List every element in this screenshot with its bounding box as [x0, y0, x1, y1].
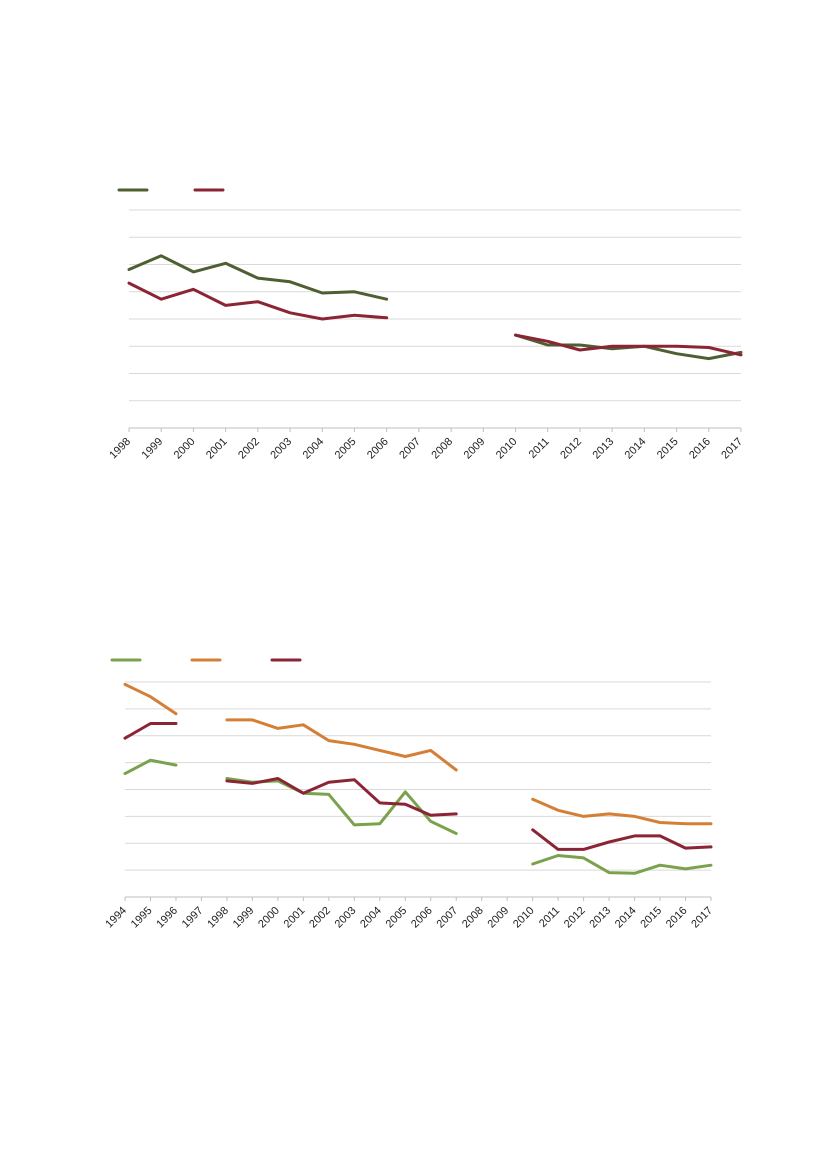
- x-tick-label: 1998: [107, 436, 133, 462]
- x-tick-label: 2009: [462, 436, 488, 462]
- x-tick-label: 2016: [687, 436, 713, 462]
- x-tick-label: 2015: [638, 905, 664, 931]
- series-line: [531, 854, 713, 875]
- x-tick-label: 1994: [103, 905, 129, 931]
- x-tick-labels: 1994 1995 1996 1997 1998 1999 2000 2001 2002 2003…: [103, 897, 715, 930]
- chart-2-svg: 1994 1995 1996 1997 1998 1999 2000 2001 2002 2003…: [103, 658, 715, 930]
- x-tick-label: 1995: [129, 905, 155, 931]
- x-tick-label: 2010: [511, 905, 537, 931]
- series-line: [127, 281, 389, 321]
- x-tick-label: 2006: [409, 905, 435, 931]
- x-tick-label: 2014: [613, 905, 639, 931]
- x-tick-label: 2015: [655, 436, 681, 462]
- x-tick-label: 1997: [180, 905, 206, 931]
- x-tick-label: 2004: [358, 905, 384, 931]
- series-2: [127, 281, 743, 357]
- x-tick-label: 2005: [333, 436, 359, 462]
- x-tick-label: 2011: [527, 436, 552, 461]
- gridlines: [125, 681, 711, 898]
- x-tick-label: 2002: [307, 905, 333, 931]
- series-2: [123, 682, 713, 826]
- x-tick-label: 2008: [429, 436, 455, 462]
- series-line: [123, 722, 178, 740]
- x-tick-label: 2012: [562, 905, 588, 931]
- series-1: [127, 254, 743, 361]
- x-tick-label: 2011: [537, 905, 562, 930]
- x-tick-label: 2007: [397, 436, 423, 462]
- x-tick-labels: 1998 1999 2000 2001 2002 2003 2004 2005 2006 2007…: [107, 428, 745, 461]
- series-line: [514, 333, 743, 357]
- x-tick-label: 2010: [494, 436, 520, 462]
- x-tick-label: 2007: [435, 905, 461, 931]
- x-tick-label: 2002: [236, 436, 262, 462]
- x-tick-label: 2006: [365, 436, 391, 462]
- x-tick-label: 2013: [587, 905, 613, 931]
- series-line: [225, 777, 458, 835]
- series-line: [123, 682, 178, 716]
- series-line: [531, 828, 713, 851]
- x-tick-label: 2003: [268, 436, 294, 462]
- x-tick-label: 1999: [231, 905, 257, 931]
- series-line: [127, 254, 389, 301]
- x-tick-label: 2000: [172, 436, 198, 462]
- x-tick-label: 2009: [485, 905, 511, 931]
- x-tick-label: 2016: [664, 905, 690, 931]
- x-tick-label: 2008: [460, 905, 486, 931]
- series-line: [225, 777, 458, 817]
- x-tick-label: 2001: [282, 905, 308, 931]
- x-tick-label: 2013: [590, 436, 616, 462]
- chart-1: 1998 1999 2000 2001 2002 2003 2004 2005 2006 2007…: [0, 170, 827, 470]
- x-tick-label: 2000: [256, 905, 282, 931]
- series-line: [225, 718, 458, 772]
- series-3: [123, 722, 713, 851]
- x-tick-label: 2005: [384, 905, 410, 931]
- x-tick-label: 1999: [140, 436, 166, 462]
- x-tick-label: 2012: [558, 436, 584, 462]
- gridlines: [129, 209, 741, 429]
- x-tick-label: 2003: [333, 905, 359, 931]
- chart-2: 1994 1995 1996 1997 1998 1999 2000 2001 2002 2003…: [0, 640, 827, 940]
- x-tick-label: 1998: [205, 905, 231, 931]
- chart-1-svg: 1998 1999 2000 2001 2002 2003 2004 2005 2006 2007…: [107, 188, 745, 461]
- series-line: [123, 758, 178, 776]
- x-tick-label: 1996: [154, 905, 180, 931]
- series-line: [531, 797, 713, 826]
- x-tick-label: 2014: [623, 436, 649, 462]
- x-tick-label: 2017: [719, 436, 745, 462]
- x-tick-label: 2001: [204, 436, 230, 462]
- x-tick-label: 2004: [301, 436, 327, 462]
- x-tick-label: 2017: [689, 905, 715, 931]
